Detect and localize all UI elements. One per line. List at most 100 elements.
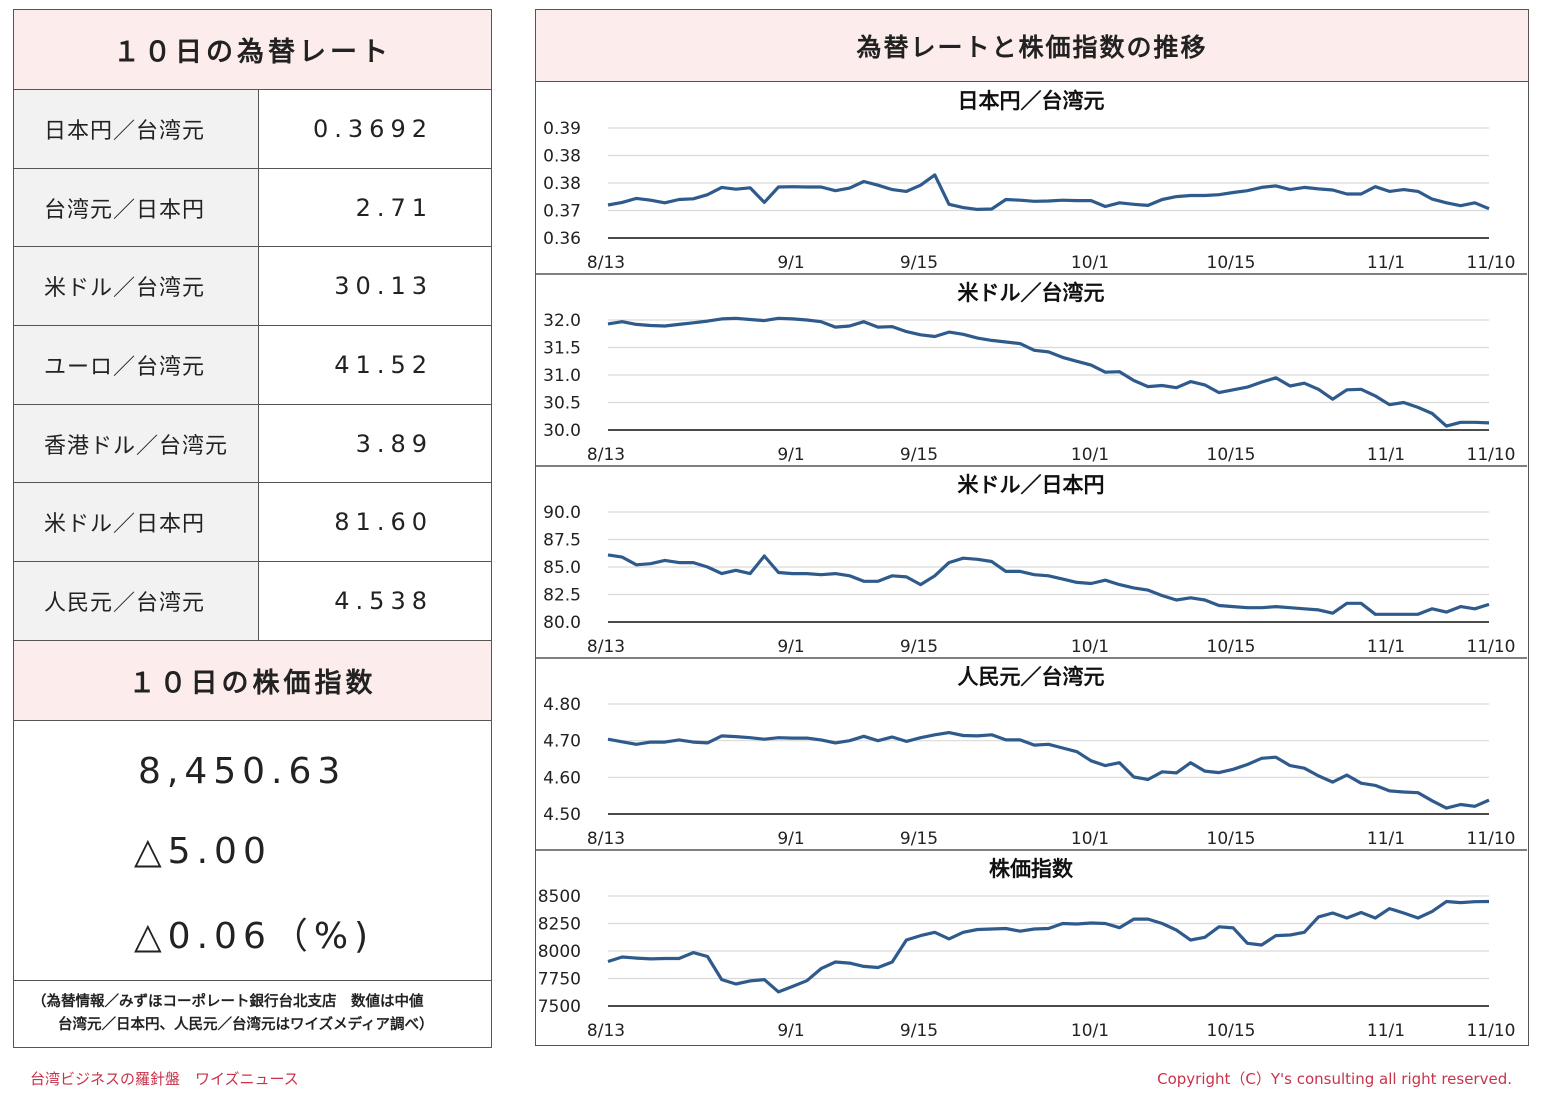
rate-label: ユーロ／台湾元 bbox=[14, 326, 259, 404]
y-tick-label: 0.38 bbox=[543, 147, 581, 167]
y-tick-label: 8250 bbox=[538, 915, 581, 935]
x-tick-label: 10/1 bbox=[1071, 445, 1109, 465]
y-tick-label: 4.50 bbox=[543, 805, 581, 825]
y-tick-label: 0.37 bbox=[543, 202, 581, 222]
x-tick-label: 11/10 bbox=[1467, 445, 1516, 465]
footer-brand: 台湾ビジネスの羅針盤 ワイズニュース bbox=[30, 1070, 299, 1088]
x-tick-label: 9/15 bbox=[900, 829, 938, 849]
y-tick-label: 7500 bbox=[538, 997, 581, 1017]
x-tick-label: 9/15 bbox=[900, 253, 938, 273]
x-tick-label: 9/15 bbox=[900, 1021, 938, 1041]
rate-row: ユーロ／台湾元 41.52 bbox=[14, 326, 491, 405]
x-tick-label: 9/1 bbox=[777, 253, 804, 273]
y-tick-label: 0.38 bbox=[543, 174, 581, 194]
stock-title: １０日の株価指数 bbox=[14, 640, 491, 721]
x-tick-label: 10/15 bbox=[1207, 1021, 1256, 1041]
x-tick-label: 10/1 bbox=[1071, 253, 1109, 273]
rate-value: 2.71 bbox=[355, 193, 433, 222]
x-tick-label: 11/1 bbox=[1367, 445, 1405, 465]
rate-row: 米ドル／台湾元 30.13 bbox=[14, 247, 491, 327]
y-tick-label: 30.0 bbox=[543, 421, 581, 441]
y-tick-label: 4.60 bbox=[543, 768, 581, 788]
charts-title: 為替レートと株価指数の推移 bbox=[536, 10, 1528, 82]
x-tick-label: 9/1 bbox=[777, 637, 804, 657]
x-tick-label: 11/1 bbox=[1367, 637, 1405, 657]
stock-index-value: 8,450.63 bbox=[138, 750, 347, 792]
source-note-line2: 台湾元／日本円、人民元／台湾元はワイズメディア調べ） bbox=[58, 1016, 434, 1033]
y-tick-label: 80.0 bbox=[543, 613, 581, 633]
rate-table: 日本円／台湾元 0.3692 台湾元／日本円 2.71 米ドル／台湾元 30.13 ユーロ／… bbox=[14, 90, 491, 641]
source-note-line1: （為替情報／みずほコーポレート銀行台北支店 数値は中値 bbox=[32, 993, 424, 1010]
rate-label: 米ドル／台湾元 bbox=[14, 247, 259, 326]
rate-value: 4.538 bbox=[334, 586, 433, 615]
x-tick-label: 10/1 bbox=[1071, 829, 1109, 849]
x-tick-label: 9/15 bbox=[900, 445, 938, 465]
x-tick-label: 8/13 bbox=[587, 445, 625, 465]
rate-label: 米ドル／日本円 bbox=[14, 483, 259, 562]
rate-value: 3.89 bbox=[355, 429, 433, 458]
series-line bbox=[607, 730, 1490, 810]
chart-title: 株価指数 bbox=[989, 857, 1074, 881]
exchange-rate-panel: １０日の為替レート 日本円／台湾元 0.3692 台湾元／日本円 2.71 米ドル／台湾… bbox=[13, 9, 492, 1048]
y-tick-label: 30.5 bbox=[543, 394, 581, 414]
x-tick-label: 11/10 bbox=[1467, 829, 1516, 849]
y-tick-label: 82.5 bbox=[543, 586, 581, 606]
rate-value: 30.13 bbox=[334, 272, 433, 301]
y-tick-label: 8000 bbox=[538, 942, 581, 962]
x-tick-label: 10/15 bbox=[1207, 637, 1256, 657]
rate-value: 81.60 bbox=[334, 508, 433, 537]
rate-value: 0.3692 bbox=[313, 114, 433, 143]
x-tick-label: 8/13 bbox=[587, 637, 625, 657]
y-tick-label: 4.70 bbox=[543, 732, 581, 752]
x-tick-label: 11/10 bbox=[1467, 637, 1516, 657]
rate-value: 41.52 bbox=[334, 350, 433, 379]
x-tick-label: 8/13 bbox=[587, 253, 625, 273]
x-tick-label: 9/1 bbox=[777, 445, 804, 465]
chart-title: 米ドル／日本円 bbox=[958, 473, 1105, 497]
x-tick-label: 9/15 bbox=[900, 637, 938, 657]
chart-title: 米ドル／台湾元 bbox=[958, 281, 1105, 305]
trend-charts-panel: 為替レートと株価指数の推移 日本円／台湾元 0.39 0.38 0.38 0.37 0.3… bbox=[535, 9, 1529, 1046]
chart-title: 日本円／台湾元 bbox=[958, 89, 1105, 113]
y-tick-label: 4.80 bbox=[543, 695, 581, 715]
x-tick-label: 11/1 bbox=[1367, 253, 1405, 273]
rates-title: １０日の為替レート bbox=[14, 10, 491, 90]
rate-row: 日本円／台湾元 0.3692 bbox=[14, 90, 491, 169]
stock-change-pct: △0.06（%) bbox=[134, 915, 375, 957]
x-tick-label: 11/1 bbox=[1367, 1021, 1405, 1041]
series-line bbox=[607, 553, 1490, 616]
y-tick-label: 31.5 bbox=[543, 339, 581, 359]
x-tick-label: 10/15 bbox=[1207, 253, 1256, 273]
stock-index-box: 8,450.63 △5.00 △0.06（%) bbox=[14, 721, 491, 981]
y-tick-label: 90.0 bbox=[543, 503, 581, 523]
source-note: （為替情報／みずほコーポレート銀行台北支店 数値は中値 台湾元／日本円、人民元／… bbox=[14, 981, 491, 1037]
x-tick-label: 9/1 bbox=[777, 829, 804, 849]
y-tick-label: 0.39 bbox=[543, 119, 581, 139]
rate-row: 米ドル／日本円 81.60 bbox=[14, 483, 491, 563]
x-tick-label: 8/13 bbox=[587, 1021, 625, 1041]
series-line bbox=[607, 899, 1490, 994]
rate-row: 人民元／台湾元 4.538 bbox=[14, 562, 491, 641]
series-line bbox=[607, 316, 1490, 428]
x-tick-label: 9/1 bbox=[777, 1021, 804, 1041]
stock-change: △5.00 bbox=[134, 830, 272, 872]
rate-label: 日本円／台湾元 bbox=[14, 90, 259, 168]
x-tick-label: 10/15 bbox=[1207, 829, 1256, 849]
y-tick-label: 31.0 bbox=[543, 366, 581, 386]
y-tick-label: 7750 bbox=[538, 970, 581, 990]
x-tick-label: 11/1 bbox=[1367, 829, 1405, 849]
series-line bbox=[607, 173, 1490, 212]
y-tick-label: 87.5 bbox=[543, 531, 581, 551]
rate-label: 香港ドル／台湾元 bbox=[14, 404, 259, 483]
x-tick-label: 10/1 bbox=[1071, 1021, 1109, 1041]
x-tick-label: 10/1 bbox=[1071, 637, 1109, 657]
y-tick-label: 32.0 bbox=[543, 311, 581, 331]
x-tick-label: 11/10 bbox=[1467, 253, 1516, 273]
x-tick-label: 8/13 bbox=[587, 829, 625, 849]
y-tick-label: 85.0 bbox=[543, 558, 581, 578]
trend-charts-svg: 日本円／台湾元 0.39 0.38 0.38 0.37 0.36 8/13 9/1 9/15 10… bbox=[536, 89, 1527, 1041]
rate-label: 台湾元／日本円 bbox=[14, 168, 259, 247]
y-tick-label: 0.36 bbox=[543, 229, 581, 249]
rate-row: 台湾元／日本円 2.71 bbox=[14, 168, 491, 248]
y-tick-label: 8500 bbox=[538, 887, 581, 907]
